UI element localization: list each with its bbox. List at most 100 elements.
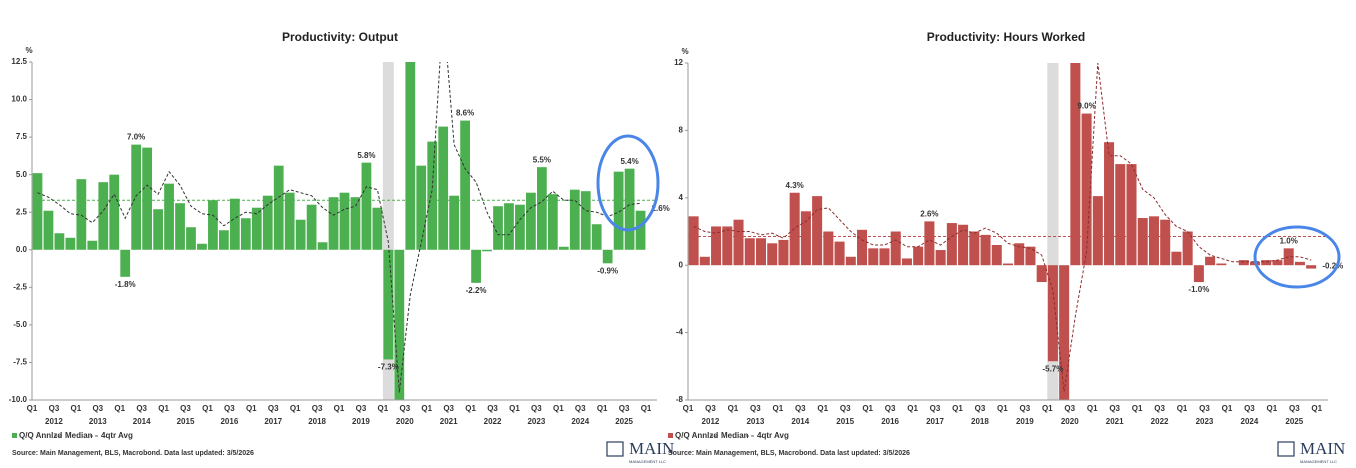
bar <box>427 141 438 250</box>
legend-swatch <box>12 433 17 438</box>
bar <box>711 226 722 266</box>
x-tick-label: Q3 <box>487 404 498 413</box>
value-label: -2.2% <box>466 286 487 295</box>
bar <box>197 243 207 250</box>
bar <box>284 192 295 250</box>
bar <box>405 62 416 250</box>
x-tick-label: Q1 <box>597 404 608 413</box>
bar <box>262 195 273 250</box>
x-tick-label: Q1 <box>1177 404 1188 413</box>
x-tick-label: Q1 <box>683 404 694 413</box>
x-tick-label: Q1 <box>907 404 918 413</box>
bar <box>1104 142 1115 266</box>
bar <box>868 248 879 266</box>
bar <box>1002 263 1014 266</box>
year-label: 2019 <box>1016 417 1034 426</box>
bar <box>789 192 800 266</box>
bar <box>991 244 1002 266</box>
bar <box>778 239 789 266</box>
bar <box>504 203 514 250</box>
bar <box>722 226 733 266</box>
bar <box>834 241 845 266</box>
x-tick-label: Q1 <box>728 404 739 413</box>
x-tick-label: Q3 <box>1244 404 1255 413</box>
bar <box>32 173 43 250</box>
recession-shade <box>1047 63 1059 400</box>
year-label: 2012 <box>702 417 720 426</box>
x-tick-label: Q3 <box>975 404 986 413</box>
year-label: 2015 <box>836 417 854 426</box>
bar <box>383 249 394 360</box>
x-tick-label: Q1 <box>1311 404 1322 413</box>
logo-mark <box>1277 441 1295 457</box>
bar <box>699 256 710 266</box>
x-tick-label: Q3 <box>705 404 716 413</box>
year-label: 2022 <box>484 417 502 426</box>
y-tick-label: 4 <box>679 193 684 202</box>
bar <box>1036 265 1047 283</box>
x-tick-label: Q1 <box>952 404 963 413</box>
bar <box>449 195 460 250</box>
bar <box>471 249 481 283</box>
y-tick-label: 7.5 <box>16 132 28 141</box>
year-label: 2018 <box>308 417 326 426</box>
bar <box>969 231 980 266</box>
source-note: Source: Main Management, BLS, Macrobond.… <box>668 450 910 457</box>
x-tick-label: Q1 <box>1042 404 1053 413</box>
bar <box>273 165 284 250</box>
avg-line <box>693 63 1312 392</box>
bar <box>569 189 580 250</box>
bar <box>109 174 120 250</box>
logo-sub: MANAGEMENT LLC <box>1300 459 1337 464</box>
highlight-circle <box>596 134 660 232</box>
logo: MAIN <box>629 439 674 458</box>
bar <box>1216 263 1227 266</box>
bar <box>142 147 153 250</box>
logo-mark <box>606 441 624 457</box>
x-tick-label: Q1 <box>290 404 301 413</box>
bar <box>890 231 901 266</box>
legend-label: 4qtr Avg <box>757 431 789 440</box>
bar <box>1272 260 1283 266</box>
value-label: -5.7% <box>1042 364 1063 373</box>
bar <box>845 256 856 266</box>
bar <box>924 221 935 266</box>
year-label: 2025 <box>1285 417 1303 426</box>
x-tick-label: Q1 <box>246 404 257 413</box>
x-tick-label: Q1 <box>862 404 873 413</box>
value-label: 2.6% <box>652 204 670 213</box>
value-label: 5.5% <box>533 155 551 164</box>
y-tick-label: -10.0 <box>9 395 28 404</box>
bar <box>1025 246 1036 266</box>
bar <box>394 249 405 400</box>
bar <box>328 197 339 250</box>
x-tick-label: Q3 <box>268 404 279 413</box>
x-tick-label: Q1 <box>509 404 520 413</box>
bar <box>1205 256 1216 266</box>
x-tick-label: Q3 <box>443 404 454 413</box>
year-label: 2021 <box>1106 417 1124 426</box>
year-label: 2016 <box>220 417 238 426</box>
bar <box>1126 164 1137 266</box>
bar <box>1047 265 1058 362</box>
bar <box>120 249 131 277</box>
legend-label: 4qtr Avg <box>101 431 133 440</box>
bar <box>624 168 635 250</box>
year-label: 2024 <box>1241 417 1259 426</box>
bar <box>823 231 834 266</box>
x-tick-label: Q3 <box>930 404 941 413</box>
bar <box>800 211 811 266</box>
chart-title: Productivity: Output <box>282 30 398 44</box>
value-label: 8.6% <box>456 109 474 118</box>
year-label: 2019 <box>352 417 370 426</box>
year-label: 2020 <box>396 417 414 426</box>
bar <box>613 171 624 250</box>
bar <box>1306 265 1317 269</box>
bar <box>591 224 602 250</box>
bar <box>76 179 87 250</box>
year-label: 2023 <box>527 417 545 426</box>
bar <box>493 206 503 250</box>
x-tick-label: Q1 <box>772 404 783 413</box>
bar <box>229 198 240 250</box>
y-tick-label: -8 <box>676 395 684 404</box>
